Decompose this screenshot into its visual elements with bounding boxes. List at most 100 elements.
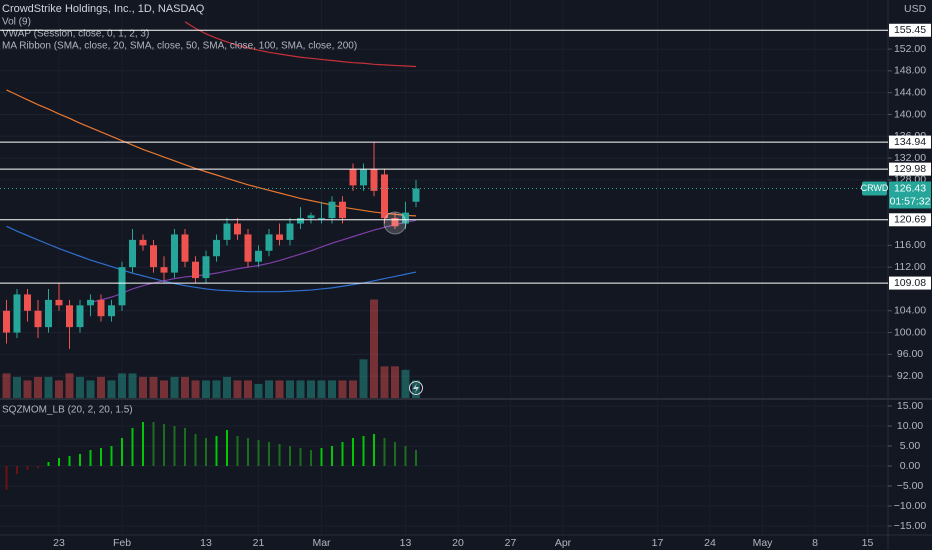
volume-bar [401,369,410,398]
ma-line [6,89,417,217]
volume-bar [338,380,347,398]
x-tick-label: May [753,537,774,549]
indicator-label: VWAP (Session, close, 0, 1, 2, 3) [2,29,149,40]
x-tick-label: Apr [555,537,572,549]
momentum-bar [121,438,123,466]
event-icon-bolt [413,383,419,393]
level-label: 120.69 [894,214,926,226]
volume-bar [359,359,368,398]
volume-bar [296,380,305,398]
x-tick-label: 27 [505,537,517,549]
level-label-box [889,213,931,227]
level-label: 134.94 [894,136,926,148]
y-tick-label: 10.00 [897,420,923,432]
volume-bar [191,380,200,398]
candle-body [307,215,315,219]
x-tick-label: Mar [312,537,331,549]
momentum-bar [289,446,291,466]
candle-body [3,310,10,333]
momentum-bar [404,446,407,466]
momentum-bar [320,448,323,466]
momentum-bar [68,456,71,466]
x-tick-label: 13 [200,537,212,549]
level-label-box [889,23,931,37]
momentum-bar [394,442,396,466]
momentum-bar [383,438,386,466]
momentum-bar [26,466,29,470]
volume-bar [13,376,21,398]
candle-body [244,234,252,262]
momentum-bar [215,436,218,466]
candle-body [402,212,409,224]
candle-body [97,299,105,317]
candle-body [171,234,178,273]
momentum-bar [79,454,81,466]
volume-bar [412,380,420,398]
x-tick-label: 20 [452,537,464,549]
volume-bar [128,373,137,398]
momentum-bar [131,428,134,466]
volume-bar [223,376,231,398]
momentum-bar [58,458,60,466]
y-tick-label: 5.00 [900,440,921,452]
candle-body [370,169,378,191]
y-tick-label: 96.00 [897,348,923,360]
volume-bar [275,380,284,398]
symbol-label: CRWD [861,183,889,193]
volume-bar [170,376,179,398]
y-tick-label: −5.00 [897,480,924,492]
candle-body [55,299,63,306]
level-label: 155.45 [894,24,926,36]
indicator-label: MA Ribbon (SMA, close, 20, SMA, close, 5… [2,41,357,52]
x-tick-label: 21 [253,537,265,549]
volume-bar [244,380,252,398]
candle-body [139,239,147,246]
last-price-label: 126.43 [894,182,926,194]
volume-bar [139,376,147,398]
momentum-bar [352,438,354,466]
momentum-bar [362,436,365,466]
level-label: 109.08 [894,277,926,289]
y-tick-label: 104.00 [894,305,926,317]
momentum-bar [268,442,270,466]
y-tick-label: 116.00 [894,239,925,251]
x-tick-label: 24 [704,537,716,549]
candle-body [192,261,199,279]
candle-body [34,310,42,328]
chart-title: CrowdStrike Holdings, Inc., 1D, NASDAQ [2,3,205,15]
volume-bar [265,380,273,398]
candle-body [234,223,241,235]
ma-line [6,225,417,293]
momentum-bar [331,446,333,466]
volume-bar [23,380,32,398]
candle-body [381,174,388,219]
candle-body [223,223,231,240]
candle-body [349,169,357,186]
volume-bar [349,380,357,398]
volume-bar [2,373,11,398]
ma-line [184,21,417,68]
momentum-bar [16,466,18,474]
volume-bar [286,380,294,398]
momentum-bar [278,444,281,466]
momentum-bar [47,462,50,466]
candle-body [66,305,73,328]
currency: USD [904,3,927,15]
event-icon[interactable] [409,381,423,395]
y-tick-label: −10.00 [894,500,927,512]
volume-bar [307,380,315,398]
level-label-box [889,135,931,149]
candle-body [213,239,220,257]
volume-bar [380,366,389,398]
volume-bar [212,380,221,398]
momentum-bar [163,424,165,466]
volume-bar [181,376,189,398]
volume-bar [65,373,74,398]
volume-bar [86,380,95,398]
momentum-bar [373,434,375,466]
candle-body [108,305,115,317]
volume-bar [55,380,63,398]
candle-body [118,267,126,306]
candle-body [297,218,304,224]
